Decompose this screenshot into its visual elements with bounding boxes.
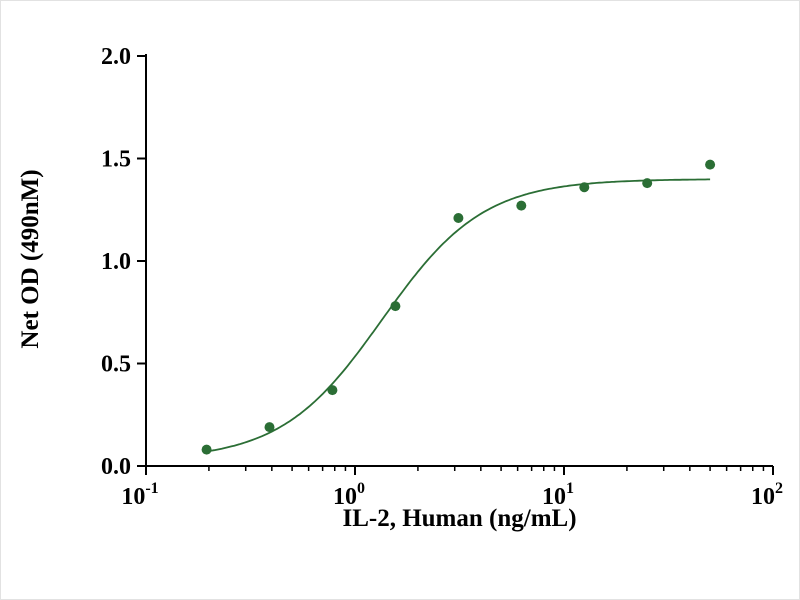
data-point xyxy=(327,385,338,396)
data-point xyxy=(390,301,401,312)
fit-curve xyxy=(206,178,711,453)
y-tick-label: 1.5 xyxy=(101,147,131,173)
data-point xyxy=(201,444,212,455)
x-tick-label: 10-1 xyxy=(121,480,158,510)
data-point xyxy=(705,159,716,170)
x-tick-label: 102 xyxy=(751,480,783,510)
data-point xyxy=(579,182,590,193)
data-point xyxy=(453,213,464,223)
x-axis-label: IL-2, Human (ng/mL) xyxy=(342,505,577,532)
data-point xyxy=(264,422,275,433)
x-tick-label: 101 xyxy=(542,480,574,510)
y-tick-label: 1.0 xyxy=(101,249,131,275)
data-point xyxy=(642,178,653,189)
y-axis-label: Net OD (490nM) xyxy=(17,169,44,349)
data-point xyxy=(516,200,527,211)
y-tick-label: 0.5 xyxy=(101,352,131,378)
y-tick-label: 2.0 xyxy=(101,44,131,70)
x-tick-label: 100 xyxy=(333,480,365,510)
y-tick-label: 0.0 xyxy=(101,454,131,480)
